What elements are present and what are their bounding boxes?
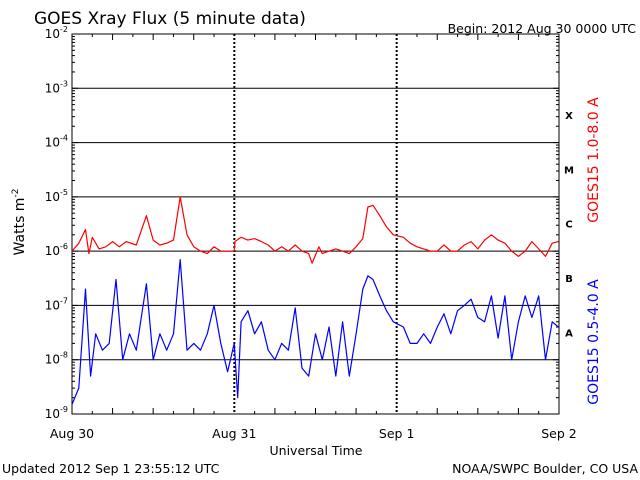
x-tick-label: Aug 30 (50, 426, 94, 441)
flare-class-label: M (564, 165, 574, 176)
y-tick-label: 10-2 (45, 25, 68, 41)
data-source: NOAA/SWPC Boulder, CO USA (452, 461, 638, 476)
y-tick-label-base: 10 (45, 298, 60, 312)
flare-class-labels: X M C B A (564, 111, 574, 339)
y-tick-label-exponent: -9 (60, 405, 68, 414)
grid-lines (72, 33, 559, 415)
legend-series-long: GOES15 1.0-8.0 A (586, 97, 602, 223)
y-tick-label-base: 10 (45, 190, 60, 204)
flare-class-label: A (565, 328, 573, 339)
y-tick-label-exponent: -8 (60, 351, 68, 360)
y-axis-label: Watts m-2 (11, 189, 28, 256)
y-tick-label-base: 10 (45, 81, 60, 95)
y-tick-label: 10-8 (45, 351, 68, 367)
y-tick-label: 10-3 (45, 79, 68, 95)
series-line-long (71, 196, 559, 264)
flare-class-label: C (565, 220, 572, 231)
updated-timestamp: Updated 2012 Sep 1 23:55:12 UTC (2, 461, 220, 476)
begin-timestamp: Begin: 2012 Aug 30 0000 UTC (448, 21, 637, 36)
y-tick-label-exponent: -3 (60, 79, 68, 88)
y-tick-label-base: 10 (45, 244, 60, 258)
series-line-short (71, 259, 559, 405)
y-tick-label-exponent: -4 (60, 134, 68, 143)
x-tick-label: Sep 2 (541, 426, 577, 441)
y-tick-label-base: 10 (45, 353, 60, 367)
y-axis-label-base: Watts m (12, 198, 28, 256)
y-tick-label: 10-6 (45, 242, 68, 258)
legend-series-short: GOES15 0.5-4.0 A (586, 279, 602, 405)
flare-class-label: B (565, 274, 573, 285)
y-tick-label-exponent: -5 (60, 188, 68, 197)
y-axis-label-exponent: -2 (11, 189, 21, 198)
flare-class-label: X (565, 111, 573, 122)
y-tick-label-exponent: -2 (60, 25, 68, 34)
y-axis-tick-labels: 10-910-810-710-610-510-410-310-2 (45, 25, 68, 421)
y-tick-label: 10-4 (45, 134, 68, 150)
x-tick-label: Sep 1 (379, 426, 415, 441)
x-axis-label: Universal Time (270, 443, 363, 458)
x-axis-tick-labels: Aug 30 Aug 31 Sep 1 Sep 2 (50, 426, 577, 441)
y-tick-label-base: 10 (45, 407, 60, 421)
y-tick-label-exponent: -6 (60, 242, 68, 251)
y-tick-label: 10-7 (45, 296, 68, 312)
chart-title: GOES Xray Flux (5 minute data) (34, 9, 306, 29)
plot-frame (71, 33, 560, 415)
y-tick-label: 10-5 (45, 188, 68, 204)
data-series (71, 196, 559, 405)
y-tick-label: 10-9 (45, 405, 68, 421)
y-tick-label-exponent: -7 (60, 296, 68, 305)
y-tick-label-base: 10 (45, 27, 60, 41)
x-tick-label: Aug 31 (212, 426, 256, 441)
y-tick-label-base: 10 (45, 136, 60, 150)
